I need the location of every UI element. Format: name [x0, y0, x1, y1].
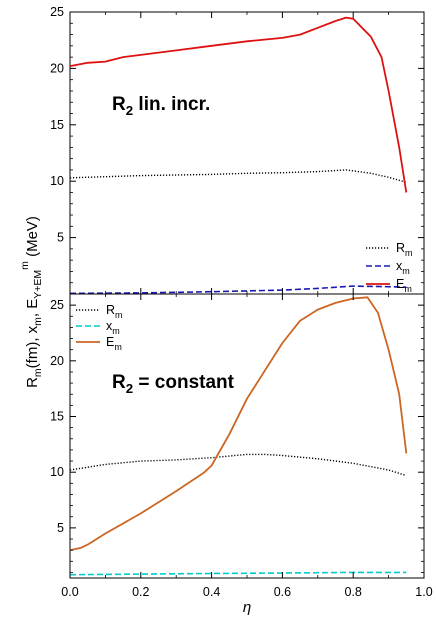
legend-label: Em [396, 277, 412, 294]
y-tick-label: 10 [50, 465, 64, 479]
y-tick-label: 5 [57, 231, 64, 245]
legend-label: Rm [396, 241, 413, 258]
bottom-panel: 5 10 15 20 25 0.0 0.2 0.4 0.6 0.8 1.0 R2 = consta… [50, 293, 433, 599]
legend-label: Rm [106, 303, 123, 320]
y-tick-label: 20 [50, 354, 64, 368]
y-tick-label: 15 [50, 118, 64, 132]
x-tick-label: 0.6 [274, 585, 291, 599]
x-tick-label: 1.0 [415, 585, 432, 599]
series-line-Em [69, 296, 408, 552]
legend-label: xm [106, 319, 120, 336]
x-tick-label: 0.4 [203, 585, 220, 599]
legend-label: xm [396, 259, 410, 276]
series-line-Rm [69, 453, 407, 477]
series-line-Em [69, 16, 408, 193]
y-tick-label: 20 [50, 61, 64, 75]
y-tick-label: 25 [50, 298, 64, 312]
legend-label: Em [106, 335, 122, 352]
x-tick-label: 0.0 [61, 585, 78, 599]
series-line-xm [69, 285, 407, 295]
series-line-xm [69, 571, 407, 576]
top-panel-annotation: R2 lin. incr. [112, 94, 210, 118]
x-tick-label: 0.2 [132, 585, 149, 599]
y-tick-label: 15 [50, 410, 64, 424]
bottom-panel-frame [69, 293, 425, 579]
x-tick-label: 0.8 [345, 585, 362, 599]
y-tick-label: 25 [50, 5, 64, 19]
x-axis-label: η [243, 599, 251, 616]
series-line-Rm [69, 169, 407, 183]
bottom-panel-annotation: R2 = constant [112, 372, 235, 396]
y-tick-label: 5 [57, 521, 64, 535]
y-tick-label: 10 [50, 174, 64, 188]
top-panel-frame [69, 11, 425, 295]
y-axis-label: Rm(fm), xm, EY+EMm (MeV) [19, 216, 44, 388]
